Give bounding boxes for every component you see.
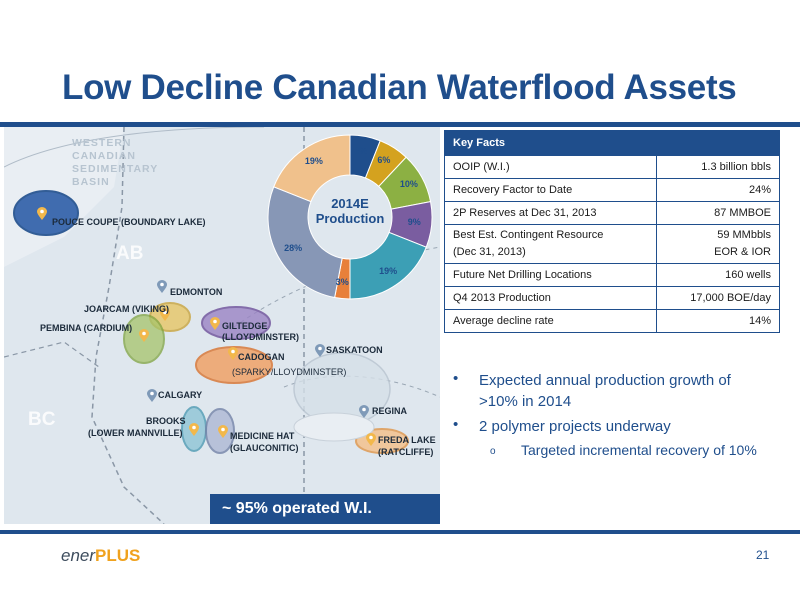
map-pin-icon	[228, 347, 238, 360]
page-number: 21	[756, 548, 770, 562]
fact-value: 1.3 billion bbls	[655, 155, 781, 179]
basin-label-4: BASIN	[72, 176, 110, 188]
label-brooks-sub: (LOWER MANNVILLE)	[88, 428, 183, 438]
fact-label-line-1: Best Est. Contingent Resource	[453, 229, 604, 241]
donut-slice-label: 19%	[379, 265, 398, 276]
bottom-divider	[0, 530, 800, 534]
fact-label: Recovery Factor to Date	[444, 178, 657, 202]
label-medicine-hat: MEDICINE HAT	[230, 431, 295, 441]
fact-label: Best Est. Contingent Resource (Dec 31, 2…	[444, 224, 657, 264]
basin-label-1: WESTERN	[72, 137, 132, 149]
fact-value: 17,000 BOE/day	[655, 286, 781, 310]
fact-label: 2P Reserves at Dec 31, 2013	[444, 201, 657, 225]
table-row: Q4 2013 Production 17,000 BOE/day	[444, 286, 781, 310]
map-pin-icon	[359, 405, 369, 418]
province-ab: AB	[116, 243, 144, 264]
label-saskatoon: SASKATOON	[326, 345, 383, 355]
map-pin-icon	[210, 317, 220, 330]
map-pin-icon	[315, 344, 325, 357]
sub-bullet-marker: o	[490, 446, 496, 457]
label-regina: REGINA	[372, 406, 408, 416]
key-facts-header-row: Key Facts	[444, 130, 780, 156]
logo-text-plus: PLUS	[95, 546, 141, 565]
fact-value: 59 MMbbls EOR & IOR	[655, 224, 781, 264]
operated-wi-box: ~ 95% operated W.I.	[210, 494, 440, 524]
map-pin-icon	[37, 207, 47, 220]
donut-slice-label: 9%	[407, 217, 421, 228]
donut-slice	[273, 134, 351, 203]
label-pouce-coupe: POUCE COUPE (BOUNDARY LAKE)	[52, 217, 206, 227]
table-row: Future Net Drilling Locations 160 wells	[444, 263, 781, 287]
map-pin-icon	[160, 308, 170, 321]
donut-slice-label: 6%	[354, 146, 368, 157]
fact-value-line-2: EOR & IOR	[714, 246, 771, 258]
label-giltedge: GILTEDGE	[222, 321, 268, 331]
table-row: OOIP (W.I.) 1.3 billion bbls	[444, 155, 781, 179]
table-row: Recovery Factor to Date 24%	[444, 178, 781, 202]
bullet-marker: •	[453, 416, 459, 433]
donut-center-line-1: 2014E	[331, 196, 369, 211]
bullet-marker: •	[453, 370, 459, 387]
label-freda-lake-sub: (RATCLIFFE)	[378, 447, 434, 457]
fact-value: 24%	[655, 178, 781, 202]
enerplus-logo: enerPLUS	[61, 546, 140, 566]
fact-label-line-2: (Dec 31, 2013)	[453, 246, 526, 258]
basin-label-3: SEDIMENTARY	[72, 163, 159, 175]
map-pin-icon	[366, 433, 376, 446]
donut-center-line-2: Production	[315, 211, 385, 226]
key-facts-table: Key Facts OOIP (W.I.) 1.3 billion bbls R…	[444, 130, 781, 333]
table-row: Best Est. Contingent Resource (Dec 31, 2…	[444, 224, 781, 264]
map-pin-icon	[139, 329, 149, 342]
donut-slice-label: 28%	[284, 242, 303, 253]
donut-slice-label: 6%	[377, 155, 391, 166]
logo-text-ener: ener	[61, 546, 96, 565]
map-graphics	[4, 127, 440, 524]
fact-value: 160 wells	[655, 263, 781, 287]
map-pin-icon	[218, 425, 228, 438]
key-facts-header: Key Facts	[444, 130, 780, 156]
fact-value-line-1: 59 MMbbls	[717, 229, 771, 241]
label-pembina: PEMBINA (CARDIUM)	[40, 323, 133, 333]
bullet-item-2: 2 polymer projects underway	[479, 418, 671, 435]
bullet-1-line-2: >10% in 2014	[479, 393, 572, 410]
donut-center-label: 2014E Production	[312, 196, 388, 226]
donut-slice-label: 19%	[304, 156, 323, 167]
label-calgary: CALGARY	[158, 390, 203, 400]
basin-label-2: CANADIAN	[72, 150, 136, 162]
map-pin-icon	[157, 280, 167, 293]
label-cadogan-sub: (SPARKY/LLOYDMINSTER)	[232, 367, 347, 377]
fact-label: Q4 2013 Production	[444, 286, 657, 310]
map-pin-icon	[189, 423, 199, 436]
table-row: Average decline rate 14%	[444, 309, 781, 333]
fact-label: Average decline rate	[444, 309, 657, 333]
label-brooks: BROOKS	[146, 416, 186, 426]
fact-label: Future Net Drilling Locations	[444, 263, 657, 287]
table-row: 2P Reserves at Dec 31, 2013 87 MMBOE	[444, 201, 781, 225]
page-title: Low Decline Canadian Waterflood Assets	[62, 68, 737, 107]
production-donut-chart	[267, 134, 433, 300]
top-divider	[0, 122, 800, 127]
label-freda-lake: FREDA LAKE	[378, 435, 436, 445]
sub-bullet-item-1: Targeted incremental recovery of 10%	[521, 442, 757, 458]
donut-slice-label: 3%	[335, 276, 349, 287]
fact-value: 14%	[655, 309, 781, 333]
label-cadogan: CADOGAN	[238, 352, 285, 362]
asset-map: WESTERN CANADIAN SEDIMENTARY BASIN AB BC…	[4, 127, 440, 524]
donut-slice	[267, 186, 343, 299]
map-pin-icon	[147, 389, 157, 402]
bullet-1-line-1: Expected annual production growth of	[479, 372, 731, 389]
donut-slice-label: 10%	[399, 179, 418, 190]
label-joarcam: JOARCAM (VIKING)	[84, 304, 169, 314]
bullet-item-1: Expected annual production growth of >10…	[479, 370, 731, 412]
label-giltedge-sub: (LLOYDMINSTER)	[222, 332, 299, 342]
fact-value: 87 MMBOE	[655, 201, 781, 225]
label-medicine-hat-sub: (GLAUCONITIC)	[230, 443, 299, 453]
province-bc: BC	[28, 409, 56, 430]
fact-label: OOIP (W.I.)	[444, 155, 657, 179]
label-edmonton: EDMONTON	[170, 287, 223, 297]
